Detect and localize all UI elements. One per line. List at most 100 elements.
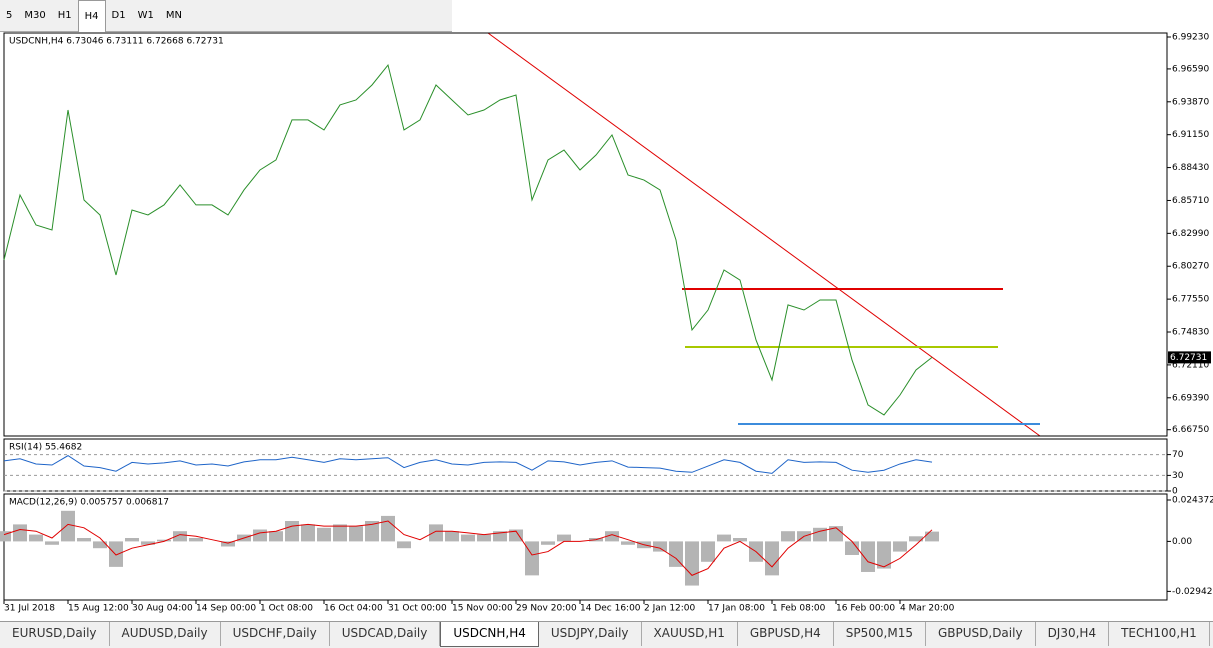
symbol-tab[interactable]: USDJPY,Daily — [539, 622, 642, 646]
x-tick-label: 14 Dec 16:00 — [580, 604, 641, 614]
histogram-bar — [861, 541, 875, 572]
histogram-bar — [77, 537, 91, 542]
x-tick-label: 1 Oct 08:00 — [260, 604, 313, 614]
histogram-bar — [93, 541, 107, 549]
x-tick-label: 29 Nov 20:00 — [516, 604, 577, 614]
signal-line — [3, 520, 933, 576]
price-line — [3, 63, 933, 416]
symbol-tab[interactable]: DJ30,H4 — [1036, 622, 1110, 646]
y-tick-label: 6.99230 — [1172, 32, 1209, 42]
pane-frame — [3, 438, 1168, 492]
histogram-bar — [29, 534, 43, 542]
y-tick-label: 6.74830 — [1172, 328, 1209, 338]
histogram-bar — [893, 541, 907, 552]
histogram-bar — [781, 531, 795, 542]
pane-frame — [3, 32, 1168, 437]
y-tick-label: 6.80270 — [1172, 262, 1209, 272]
y-tick-label: 30 — [1172, 471, 1184, 481]
symbol-tab[interactable]: USDCHF,Daily — [221, 622, 330, 646]
symbol-tab[interactable]: EURUSD,Daily — [0, 622, 110, 646]
histogram-bar — [541, 541, 555, 545]
current-price-box — [1168, 351, 1211, 364]
y-tick-label: 6.72110 — [1172, 360, 1209, 370]
y-tick-label: 6.91150 — [1172, 130, 1209, 140]
histogram-bar — [733, 537, 747, 542]
symbol-tab[interactable]: SP500,M15 — [834, 622, 926, 646]
symbol-tab[interactable]: USDCAD,Daily — [330, 622, 441, 646]
y-tick-label: 6.77550 — [1172, 295, 1209, 305]
histogram-bar — [0, 531, 11, 542]
histogram-bar — [493, 531, 507, 542]
histogram-bar — [653, 541, 667, 552]
x-tick-label: 31 Oct 00:00 — [388, 604, 447, 614]
y-tick-label: 0.00 — [1172, 537, 1192, 547]
y-tick-label: 0 — [1172, 487, 1178, 497]
symbol-tab[interactable]: TECH100,H1 — [1109, 622, 1210, 646]
histogram-bar — [813, 527, 827, 542]
y-tick-label: 6.66750 — [1172, 425, 1209, 435]
histogram-bar — [141, 541, 155, 545]
histogram-bar — [285, 521, 299, 542]
histogram-bar — [925, 531, 939, 542]
histogram-bar — [45, 541, 59, 545]
histogram-bar — [317, 527, 331, 542]
price-line — [3, 455, 933, 474]
timeframe-button[interactable]: M30 — [24, 10, 46, 21]
histogram-bar — [829, 526, 843, 542]
histogram-bar — [429, 524, 443, 542]
histogram-bar — [717, 534, 731, 542]
histogram-bar — [397, 541, 411, 549]
histogram-bar — [557, 534, 571, 542]
timeframe-toolbar: 5 M30 H1 H4 D1 W1 MN — [0, 0, 452, 32]
histogram-bar — [349, 526, 363, 542]
histogram-bar — [269, 531, 283, 542]
histogram-bar — [13, 524, 27, 542]
y-tick-label: 6.85710 — [1172, 196, 1209, 206]
symbol-tab[interactable]: USDCNH,H4 — [440, 622, 539, 647]
histogram-bar — [685, 541, 699, 586]
y-tick-label: 6.96590 — [1172, 64, 1209, 74]
x-tick-label: 16 Oct 04:00 — [324, 604, 383, 614]
timeframe-button[interactable]: H1 — [57, 10, 72, 21]
histogram-bar — [109, 541, 123, 567]
x-tick-label: 31 Jul 2018 — [4, 604, 55, 614]
histogram-bar — [621, 541, 635, 545]
histogram-bar — [157, 539, 171, 542]
histogram-bar — [173, 531, 187, 542]
histogram-bar — [605, 531, 619, 542]
histogram-bar — [701, 541, 715, 562]
timeframe-button[interactable]: MN — [165, 10, 182, 21]
x-tick-label: 17 Jan 08:00 — [708, 604, 765, 614]
histogram-bar — [365, 521, 379, 542]
histogram-bar — [333, 524, 347, 542]
x-tick-label: 30 Aug 04:00 — [132, 604, 193, 614]
histogram-bar — [509, 529, 523, 542]
histogram-bar — [221, 541, 235, 547]
timeframe-button[interactable]: D1 — [111, 10, 126, 21]
symbol-tab[interactable]: GBPUSD,H4 — [738, 622, 834, 646]
y-tick-label: 6.82990 — [1172, 229, 1209, 239]
histogram-bar — [381, 515, 395, 542]
histogram-bar — [301, 524, 315, 542]
histogram-bar — [253, 529, 267, 542]
timeframe-button[interactable]: W1 — [137, 10, 154, 21]
symbol-tab[interactable]: GBPUSD,Daily — [926, 622, 1036, 646]
indicator-title: MACD(12,26,9) 0.005757 0.006817 — [9, 498, 169, 508]
histogram-bar — [909, 536, 923, 542]
x-tick-label: 15 Nov 00:00 — [452, 604, 513, 614]
histogram-bar — [445, 531, 459, 542]
histogram-bar — [125, 537, 139, 542]
symbol-tab[interactable]: XAUUSD,H1 — [642, 622, 738, 646]
x-tick-label: 2 Jan 12:00 — [644, 604, 696, 614]
y-tick-label: 70 — [1172, 450, 1184, 460]
histogram-bar — [669, 541, 683, 567]
x-tick-label: 15 Aug 12:00 — [68, 604, 129, 614]
histogram-bar — [61, 510, 75, 542]
symbol-tabs: EURUSD,Daily AUDUSD,Daily USDCHF,Daily USDC… — [0, 621, 1213, 648]
symbol-tab[interactable]: AUDUSD,Daily — [110, 622, 221, 646]
y-tick-label: 6.88430 — [1172, 163, 1209, 173]
timeframe-button[interactable]: H4 — [77, 0, 106, 32]
timeframe-button[interactable]: 5 — [6, 10, 13, 21]
pane-frame — [3, 493, 1168, 601]
